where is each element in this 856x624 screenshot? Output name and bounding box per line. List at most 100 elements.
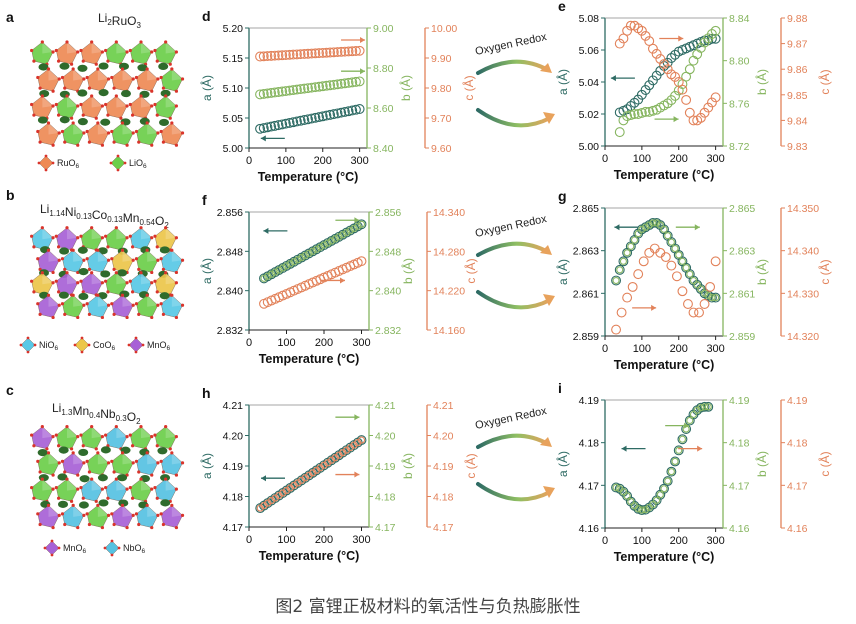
- direction-arrowhead-c: [678, 35, 684, 42]
- legend-label-text: MnO: [63, 543, 83, 553]
- oxygen-atom: [170, 503, 174, 508]
- legend-oxygen-dot: [80, 336, 84, 340]
- data-point-c: [273, 50, 284, 61]
- oxygen-atom: [120, 503, 125, 508]
- data-point-c: [625, 20, 636, 31]
- data-point-a: [262, 122, 273, 133]
- octahedron: [86, 295, 109, 318]
- legend-oxygen-dot: [57, 546, 61, 550]
- oxygen-atom: [46, 293, 51, 297]
- oxygen-atom: [51, 434, 55, 439]
- octahedron: [86, 250, 109, 273]
- structure-formula: Li1.14Ni0.13Co0.13Mn0.54O2: [40, 202, 169, 230]
- oxygen-atom: [100, 281, 104, 285]
- oxygen-atom: [81, 496, 85, 500]
- octahedron-highlight: [116, 272, 128, 285]
- oxygen-atom: [51, 236, 55, 240]
- data-point-a: [321, 110, 332, 121]
- oxygen-atom: [104, 48, 108, 53]
- octahedron-highlight: [122, 123, 134, 135]
- octahedron: [31, 95, 54, 119]
- data-point-b: [670, 90, 681, 101]
- x-axis-title: Temperature (°C): [614, 550, 715, 564]
- direction-arrowhead-c: [354, 471, 360, 478]
- y-axis-title-b: b (Å): [400, 453, 415, 479]
- x-tick-label: 0: [602, 153, 608, 165]
- legend-oxygen-dot: [103, 546, 107, 550]
- octahedron-highlight: [42, 479, 54, 491]
- data-point-b: [689, 410, 698, 419]
- data-point-b: [347, 77, 358, 88]
- data-point-b: [310, 82, 321, 93]
- oxygen-atom: [76, 487, 80, 491]
- y-tick-label-b: 8.72: [729, 141, 750, 153]
- x-tick-label: 300: [706, 343, 724, 355]
- oxygen-atom: [164, 94, 168, 98]
- x-tick-label: 300: [706, 153, 724, 165]
- data-point-b: [667, 468, 675, 476]
- oxygen-atom: [134, 75, 139, 80]
- octahedron-highlight: [42, 426, 54, 439]
- y-axis-title-c: c (Å): [817, 259, 832, 284]
- lithium-atom: [78, 292, 89, 301]
- oxygen-atom: [94, 499, 98, 503]
- data-point-c: [310, 48, 321, 59]
- data-point-c: [356, 256, 367, 267]
- data-point-c: [284, 49, 295, 60]
- data-point-b: [642, 223, 650, 231]
- oxygen-atom: [106, 59, 110, 63]
- redox-arrowhead-lower: [543, 294, 555, 306]
- oxygen-atom: [54, 279, 58, 283]
- data-point-b: [350, 224, 358, 233]
- oxygen-atom: [159, 75, 163, 80]
- oxygen-atom: [46, 248, 51, 252]
- oxygen-atom: [82, 77, 86, 81]
- data-point-b: [660, 485, 668, 493]
- oxygen-redox-arrows-2: Oxygen Redox: [474, 213, 555, 310]
- data-point-a: [328, 109, 339, 120]
- lithium-atom: [39, 89, 50, 98]
- data-point-b: [314, 81, 325, 92]
- data-point-b: [704, 291, 712, 300]
- y-axis-title-c: c (Å): [817, 451, 832, 476]
- direction-arrowhead-a: [263, 227, 269, 234]
- y-tick-label-c: 4.18: [433, 492, 454, 504]
- y-tick-label-a: 5.00: [579, 141, 600, 153]
- data-point-a: [336, 107, 347, 118]
- legend-swatch: [110, 155, 126, 171]
- oxygen-atom: [164, 226, 168, 230]
- legend-oxygen-dot: [26, 336, 30, 340]
- octahedron-highlight: [48, 69, 60, 81]
- octahedron-highlight: [147, 123, 158, 135]
- oxygen-atom: [150, 143, 154, 147]
- oxygen-atom: [110, 75, 114, 80]
- data-point-b: [704, 403, 712, 411]
- data-point-a: [299, 115, 310, 125]
- oxygen-atom: [164, 40, 168, 44]
- data-point-b: [701, 289, 709, 297]
- y-tick-label-c: 9.85: [787, 90, 808, 102]
- oxygen-atom: [63, 522, 67, 527]
- data-point-a: [269, 120, 280, 131]
- formula-part: 0.13: [76, 212, 92, 221]
- octahedron-highlight: [48, 295, 60, 307]
- oxygen-atom: [100, 104, 104, 108]
- data-point-b: [264, 272, 272, 280]
- data-point-c: [332, 47, 343, 58]
- redox-arrow-lower: [476, 290, 552, 310]
- oxygen-atom: [134, 302, 139, 306]
- legend-label-sub: 6: [143, 163, 147, 170]
- oxygen-atom: [82, 461, 86, 465]
- oxygen-atom: [120, 121, 125, 125]
- oxygen-atom: [96, 503, 100, 508]
- oxygen-atom: [100, 50, 104, 54]
- oxygen-atom: [60, 302, 65, 306]
- data-point-b: [692, 49, 703, 60]
- oxygen-atom: [106, 513, 111, 517]
- structure-formula: Li2RuO3: [98, 11, 141, 30]
- legend-oxygen-dot: [50, 539, 54, 543]
- octahedron: [86, 505, 109, 528]
- oxygen-atom: [30, 48, 34, 53]
- oxygen-atom: [145, 503, 149, 508]
